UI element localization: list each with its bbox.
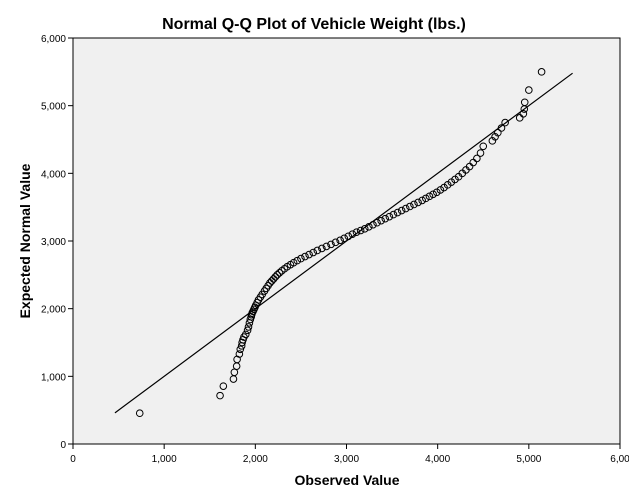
data-point: [331, 238, 340, 247]
data-point: [381, 214, 390, 223]
axis-ticks: 0 1,000 2,000 3,000 4,000 5,000 6,0001,0002,00…: [41, 34, 629, 465]
data-point: [476, 149, 485, 157]
y-tick-label: 1,000: [41, 372, 66, 383]
data-point: [219, 382, 228, 390]
data-point: [273, 271, 282, 279]
data-point: [369, 220, 377, 229]
data-point: [429, 190, 437, 199]
data-point: [497, 124, 506, 132]
data-point: [422, 194, 430, 203]
data-point: [360, 225, 369, 233]
data-point: [322, 242, 331, 251]
data-point: [297, 254, 305, 263]
x-tick-label: 3,000: [334, 454, 359, 465]
data-point: [305, 250, 313, 259]
data-point: [244, 323, 253, 331]
data-point: [501, 118, 509, 127]
x-tick-label: 5,000: [516, 454, 541, 465]
data-point: [135, 409, 144, 418]
data-point: [385, 212, 394, 221]
data-point: [365, 222, 373, 231]
data-point: [236, 345, 245, 354]
data-point: [289, 258, 298, 267]
data-point: [313, 246, 322, 255]
y-tick-label: 0: [60, 440, 66, 451]
x-tick-label: 2,000: [243, 454, 268, 465]
data-point: [243, 326, 252, 335]
data-point: [393, 208, 402, 217]
data-point: [519, 109, 528, 118]
data-point: [425, 192, 434, 201]
data-point: [488, 137, 497, 145]
data-point: [377, 216, 385, 225]
data-point: [318, 244, 326, 253]
data-point: [348, 230, 357, 239]
data-point: [525, 86, 533, 94]
data-point: [397, 206, 406, 215]
data-point: [309, 248, 318, 257]
data-point: [473, 154, 481, 163]
chart-title: Normal Q-Q Plot of Vehicle Weight (lbs.): [162, 16, 466, 33]
x-tick-label: 0: [70, 454, 76, 465]
data-point: [352, 228, 361, 237]
y-tick-label: 2,000: [41, 305, 66, 316]
data-point: [410, 200, 418, 209]
y-tick-label: 5,000: [41, 102, 66, 113]
data-point: [418, 196, 426, 205]
data-point: [336, 236, 344, 245]
data-point: [271, 273, 280, 281]
y-tick-label: 4,000: [41, 169, 66, 180]
data-point: [537, 68, 546, 76]
data-point: [479, 142, 488, 151]
data-point: [344, 232, 353, 241]
x-tick-label: 6,00: [610, 454, 629, 465]
data-point: [241, 330, 250, 339]
data-point: [340, 234, 349, 243]
data-point: [275, 269, 284, 277]
data-point: [327, 240, 335, 249]
data-point: [389, 210, 398, 219]
data-point: [373, 218, 381, 227]
data-point: [293, 256, 302, 265]
data-point: [401, 204, 410, 213]
y-tick-label: 6,000: [41, 34, 66, 45]
data-point: [235, 350, 244, 358]
data-point: [494, 128, 502, 137]
data-point: [414, 198, 422, 207]
data-point: [356, 226, 365, 235]
data-point: [520, 98, 529, 107]
x-axis-label: Observed Value: [294, 472, 399, 488]
data-point: [301, 252, 309, 261]
x-tick-label: 1,000: [152, 454, 177, 465]
y-tick-label: 3,000: [41, 237, 66, 248]
data-point: [491, 132, 499, 141]
y-axis-label: Expected Normal Value: [17, 163, 33, 318]
data-points: [135, 68, 546, 418]
x-tick-label: 4,000: [425, 454, 450, 465]
data-point: [406, 202, 414, 211]
data-point: [216, 391, 224, 400]
